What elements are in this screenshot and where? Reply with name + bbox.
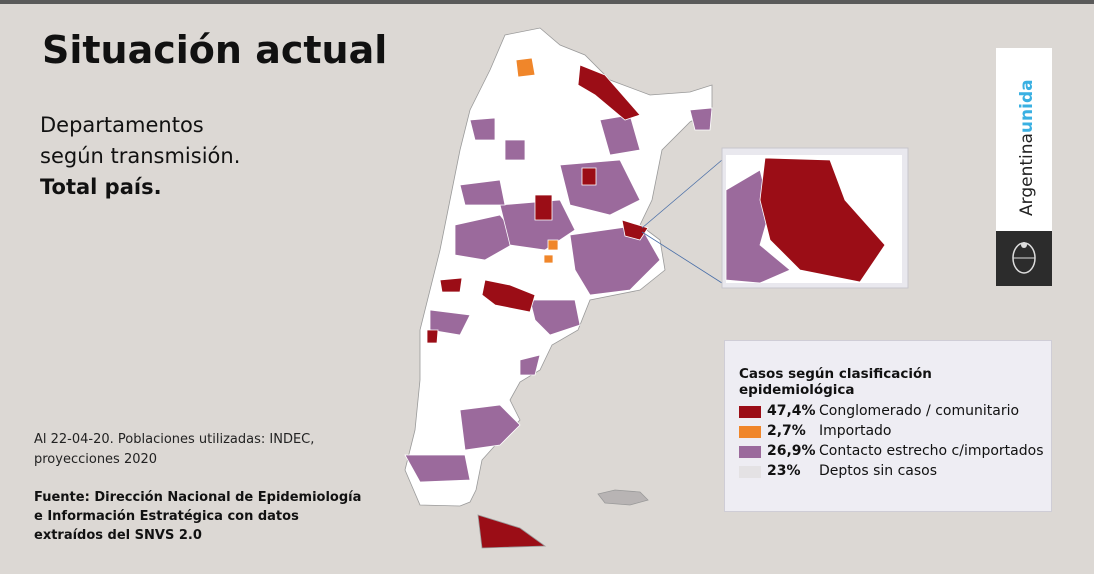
region bbox=[469, 117, 496, 141]
region bbox=[529, 299, 581, 336]
region bbox=[689, 107, 713, 131]
legend: Casos según clasificación epidemiológica… bbox=[724, 340, 1052, 512]
region bbox=[599, 114, 641, 156]
note-line: proyecciones 2020 bbox=[34, 452, 158, 467]
source-line: extraídos del SNVS 2.0 bbox=[34, 528, 202, 543]
note: Al 22-04-20. Poblaciones utilizadas: IND… bbox=[34, 430, 314, 470]
region bbox=[725, 169, 791, 284]
region bbox=[569, 224, 661, 296]
legend-label: Importado bbox=[819, 423, 892, 439]
source-line: e Información Estratégica con datos bbox=[34, 509, 299, 524]
legend-label: Contacto estrecho c/importados bbox=[819, 443, 1044, 459]
subtitle-line: según transmisión. bbox=[40, 144, 241, 168]
legend-label: Conglomerado / comunitario bbox=[819, 403, 1020, 419]
brand-emblem bbox=[996, 231, 1052, 286]
legend-label: Deptos sin casos bbox=[819, 463, 938, 479]
region bbox=[621, 219, 649, 241]
legend-value: 47,4% bbox=[767, 403, 816, 419]
subtitle: Departamentos según transmisión. Total p… bbox=[40, 110, 240, 203]
legend-swatch bbox=[739, 426, 761, 438]
region bbox=[759, 157, 886, 283]
region bbox=[459, 404, 521, 451]
region bbox=[543, 254, 554, 264]
region bbox=[504, 139, 526, 161]
note-line: Al 22-04-20. Poblaciones utilizadas: IND… bbox=[34, 432, 315, 447]
region bbox=[454, 214, 521, 261]
legend-value: 26,9% bbox=[767, 443, 816, 459]
country-outline bbox=[404, 27, 713, 507]
region bbox=[577, 64, 641, 121]
region bbox=[515, 57, 536, 78]
islands bbox=[597, 489, 649, 506]
zoom-line bbox=[641, 159, 723, 229]
region bbox=[429, 309, 471, 336]
region bbox=[426, 329, 439, 344]
legend-swatch bbox=[739, 466, 761, 478]
legend-swatch bbox=[739, 406, 761, 418]
brand-text: Argentinaunida bbox=[1017, 79, 1037, 216]
region bbox=[404, 454, 471, 483]
source: Fuente: Dirección Nacional de Epidemiolo… bbox=[34, 488, 361, 545]
region bbox=[481, 279, 536, 313]
region bbox=[559, 159, 641, 216]
region bbox=[477, 514, 547, 549]
brand-word: Argentina bbox=[1017, 133, 1037, 216]
top-bar bbox=[0, 0, 1094, 4]
source-line: Fuente: Dirección Nacional de Epidemiolo… bbox=[34, 490, 362, 505]
legend-swatch bbox=[739, 446, 761, 458]
region bbox=[459, 179, 506, 206]
legend-value: 23% bbox=[767, 463, 801, 479]
region bbox=[547, 239, 559, 251]
region bbox=[534, 194, 553, 221]
region bbox=[581, 167, 597, 186]
brand-word: unida bbox=[1017, 79, 1037, 133]
region bbox=[439, 277, 463, 293]
emblem bbox=[1012, 242, 1036, 274]
region bbox=[519, 354, 541, 376]
subtitle-line: Departamentos bbox=[40, 113, 204, 137]
legend-title: Casos según clasificación epidemiológica bbox=[739, 366, 932, 398]
brand-logo: Argentinaunida bbox=[1017, 79, 1037, 216]
title: Situación actual bbox=[42, 28, 388, 72]
subtitle-bold: Total país. bbox=[40, 175, 162, 199]
legend-value: 2,7% bbox=[767, 423, 806, 439]
zoom-line bbox=[641, 231, 723, 284]
